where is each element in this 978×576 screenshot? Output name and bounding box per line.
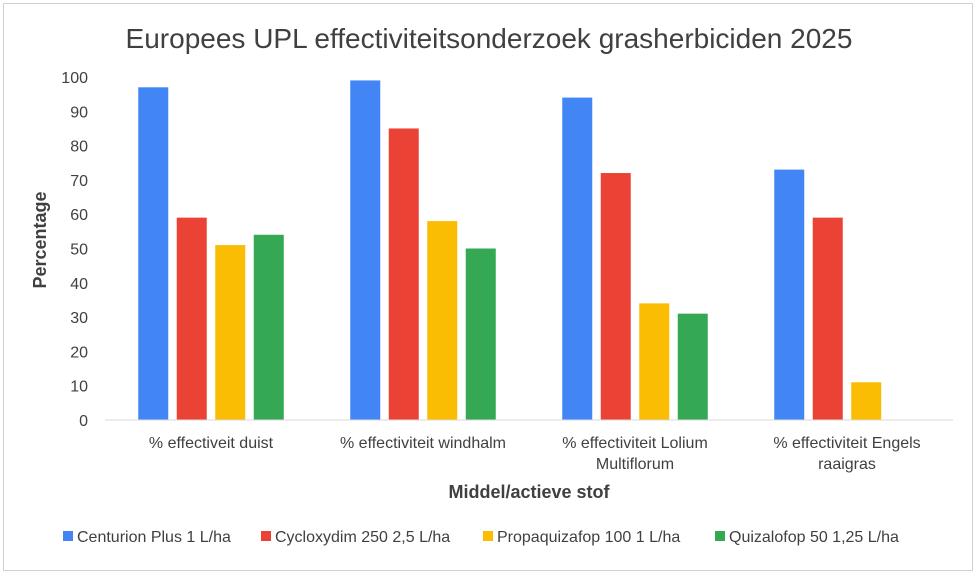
x-axis-title: Middel/actieve stof — [448, 482, 610, 502]
y-tick-label: 60 — [70, 207, 88, 224]
y-tick-label: 70 — [70, 173, 88, 190]
bar — [639, 303, 670, 420]
legend-swatch — [715, 531, 725, 541]
y-tick-label: 30 — [70, 310, 88, 327]
y-tick-label: 90 — [70, 104, 88, 121]
legend-label: Quizalofop 50 1,25 L/ha — [729, 529, 899, 546]
legend-swatch — [63, 531, 73, 541]
y-tick-label: 80 — [70, 139, 88, 156]
legend-swatch — [261, 531, 271, 541]
category-labels: % effectiveit duist % effectiviteit windh… — [149, 435, 921, 473]
bar — [427, 221, 458, 420]
legend-swatch — [483, 531, 493, 541]
legend-label: Propaquizafop 100 1 L/ha — [497, 529, 680, 546]
category-label: % effectiviteit Engels — [773, 435, 920, 452]
bar — [176, 217, 207, 420]
category-label: % effectiviteit Lolium — [562, 435, 708, 452]
bar — [138, 87, 169, 420]
bar — [215, 245, 246, 420]
y-tick-label: 100 — [61, 70, 88, 87]
bar — [677, 313, 708, 420]
legend: Centurion Plus 1 L/ha Cycloxydim 250 2,5 … — [63, 529, 899, 546]
bar — [388, 128, 419, 420]
legend-label: Centurion Plus 1 L/ha — [77, 529, 231, 546]
y-tick-label: 0 — [79, 413, 88, 430]
category-label: raaigras — [818, 456, 876, 473]
bar — [600, 173, 631, 420]
y-tick-label: 40 — [70, 276, 88, 293]
bar — [465, 248, 496, 420]
category-label: % effectiveit duist — [149, 435, 274, 452]
bar — [253, 234, 284, 420]
bar — [350, 80, 381, 421]
chart-title: Europees UPL effectiviteitsonderzoek gra… — [126, 23, 853, 54]
y-tick-label: 50 — [70, 242, 88, 259]
bars — [138, 80, 882, 421]
bar — [774, 169, 805, 420]
category-label: % effectiviteit windhalm — [340, 435, 506, 452]
bar — [851, 382, 882, 420]
bar — [562, 97, 593, 420]
legend-label: Cycloxydim 250 2,5 L/ha — [275, 529, 450, 546]
category-label: Multiflorum — [596, 456, 674, 473]
bar — [812, 217, 843, 420]
y-tick-label: 10 — [70, 379, 88, 396]
y-tick-label: 20 — [70, 344, 88, 361]
y-tick-labels: 0 10 20 30 40 50 60 70 80 90 100 — [61, 70, 88, 430]
y-axis-title: Percentage — [30, 191, 50, 288]
